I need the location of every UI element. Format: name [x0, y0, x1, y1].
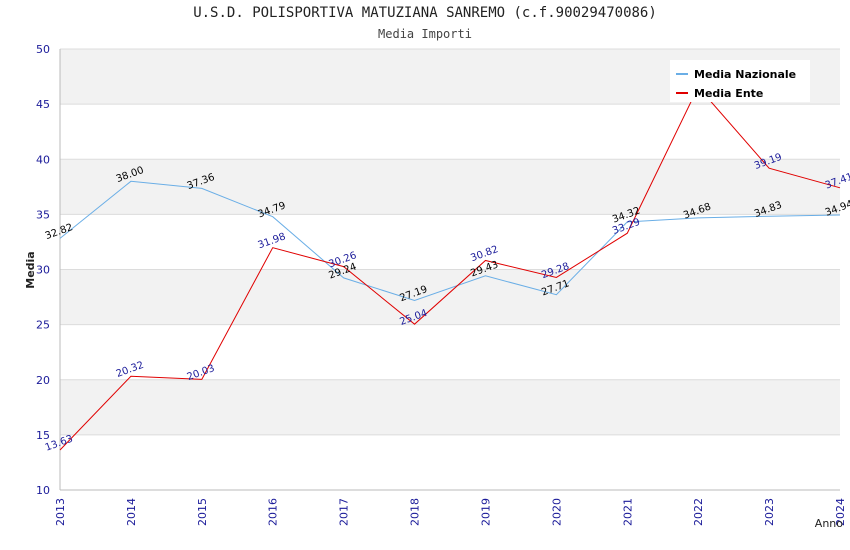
- x-tick-label: 2021: [621, 498, 634, 526]
- x-tick-label: 2022: [692, 498, 705, 526]
- x-tick-label: 2023: [763, 498, 776, 526]
- x-tick-label: 2013: [54, 498, 67, 526]
- y-tick-label: 10: [36, 484, 50, 497]
- x-tick-label: 2019: [479, 498, 492, 526]
- grid-band: [60, 159, 840, 215]
- x-tick-label: 2016: [267, 498, 280, 526]
- legend-box: [670, 60, 810, 102]
- x-tick-label: 2018: [409, 498, 422, 526]
- y-tick-label: 50: [36, 43, 50, 56]
- grid-band: [60, 324, 840, 380]
- series-line-0: [59, 180, 841, 302]
- grid-band: [60, 214, 840, 270]
- grid-band: [60, 269, 840, 325]
- y-tick-label: 35: [36, 208, 50, 221]
- y-tick-label: 25: [36, 319, 50, 332]
- x-tick-label: 2020: [550, 498, 563, 526]
- x-tick-label: 2024: [834, 498, 847, 526]
- y-tick-label: 15: [36, 429, 50, 442]
- x-tick-label: 2017: [338, 498, 351, 526]
- y-axis-label: Media: [24, 251, 37, 288]
- y-tick-label: 30: [36, 264, 50, 277]
- x-tick-label: 2015: [196, 498, 209, 526]
- x-axis-label: Anno: [815, 517, 843, 530]
- y-tick-label: 45: [36, 98, 50, 111]
- x-tick-label: 2014: [125, 498, 138, 526]
- chart-subtitle: Media Importi: [378, 27, 472, 41]
- grid-band: [60, 379, 840, 435]
- grid-band: [60, 434, 840, 490]
- legend-label: Media Nazionale: [694, 68, 796, 81]
- y-tick-label: 20: [36, 374, 50, 387]
- chart-title: U.S.D. POLISPORTIVA MATUZIANA SANREMO (c…: [193, 5, 657, 21]
- legend-label: Media Ente: [694, 87, 763, 100]
- y-tick-label: 40: [36, 153, 50, 166]
- grid-band: [60, 104, 840, 160]
